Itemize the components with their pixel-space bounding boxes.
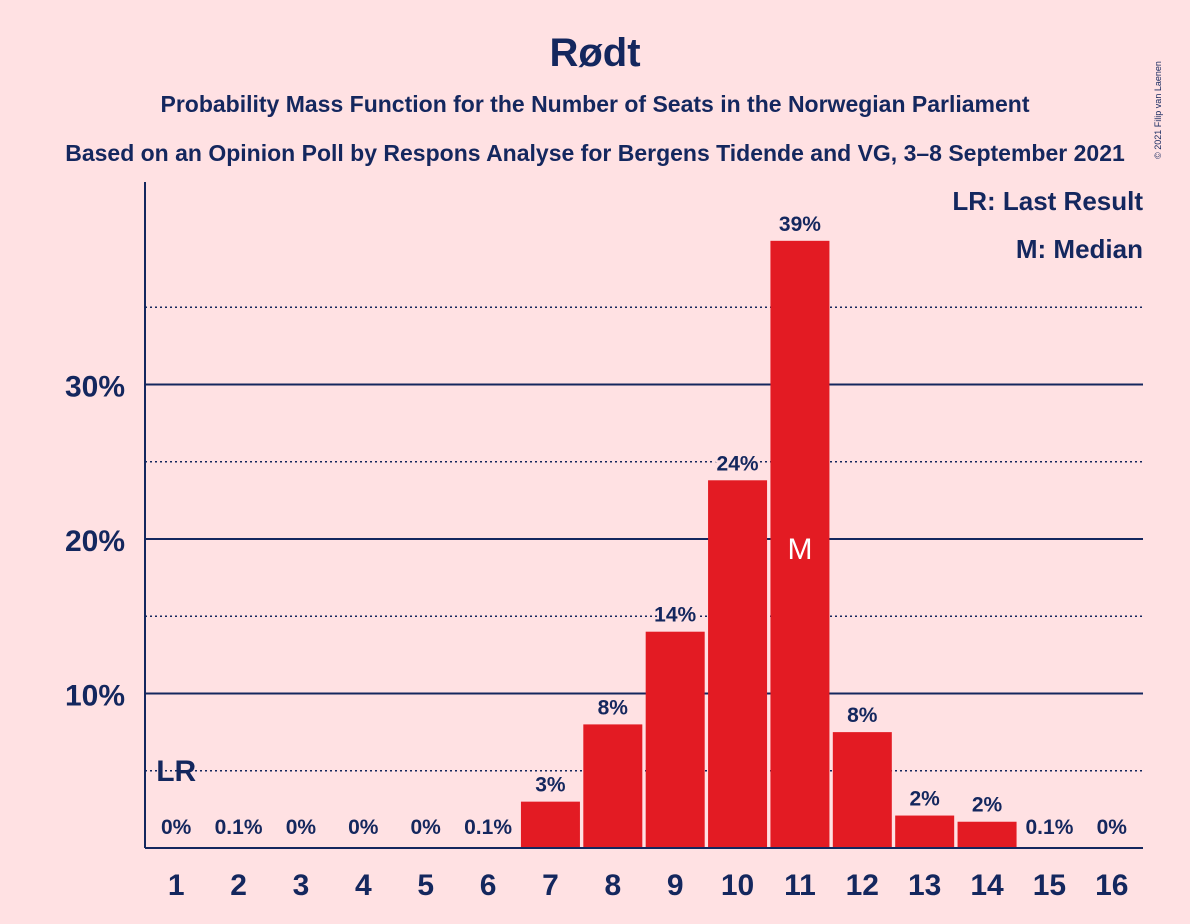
labels: 0%10.1%20%30%40%50.1%63%78%814%924%1039%… bbox=[65, 211, 1129, 902]
data-label-16: 0% bbox=[1097, 816, 1128, 839]
x-tick-13: 13 bbox=[908, 869, 941, 902]
data-label-9: 14% bbox=[654, 604, 696, 627]
data-label-11: 39% bbox=[779, 213, 821, 236]
chart-title: Rødt bbox=[549, 31, 640, 75]
chart-subtitle: Probability Mass Function for the Number… bbox=[160, 91, 1029, 117]
x-tick-7: 7 bbox=[542, 869, 559, 902]
bar-11 bbox=[770, 240, 830, 848]
bar-8 bbox=[583, 724, 643, 848]
data-label-13: 2% bbox=[910, 788, 941, 811]
copyright-text: © 2021 Filip van Laenen bbox=[1153, 61, 1163, 159]
bar-13 bbox=[895, 815, 955, 848]
data-label-14: 2% bbox=[972, 794, 1003, 817]
x-tick-6: 6 bbox=[480, 869, 497, 902]
data-label-5: 0% bbox=[411, 816, 442, 839]
median-marker: M bbox=[787, 533, 812, 566]
data-label-8: 8% bbox=[598, 696, 629, 719]
legend-last-result: LR: Last Result bbox=[952, 186, 1143, 216]
bar-9 bbox=[645, 631, 705, 848]
x-tick-3: 3 bbox=[293, 869, 310, 902]
x-tick-11: 11 bbox=[784, 869, 816, 902]
x-tick-14: 14 bbox=[970, 869, 1004, 902]
axes bbox=[144, 182, 1143, 849]
data-label-6: 0.1% bbox=[464, 816, 512, 839]
y-tick-20: 20% bbox=[65, 525, 125, 558]
bar-12 bbox=[832, 732, 892, 848]
x-tick-12: 12 bbox=[846, 869, 879, 902]
x-tick-15: 15 bbox=[1033, 869, 1066, 902]
y-tick-10: 10% bbox=[65, 680, 125, 713]
x-tick-16: 16 bbox=[1095, 869, 1128, 902]
data-label-15: 0.1% bbox=[1026, 816, 1074, 839]
x-tick-2: 2 bbox=[230, 869, 247, 902]
y-tick-30: 30% bbox=[65, 371, 125, 404]
bar-10 bbox=[708, 480, 768, 848]
data-label-3: 0% bbox=[286, 816, 317, 839]
gridlines bbox=[145, 306, 1143, 772]
bar-7 bbox=[520, 801, 580, 848]
data-label-10: 24% bbox=[717, 452, 759, 475]
bars bbox=[520, 240, 1017, 848]
data-label-2: 0.1% bbox=[215, 816, 263, 839]
chart-subtitle-source: Based on an Opinion Poll by Respons Anal… bbox=[65, 140, 1125, 166]
x-tick-1: 1 bbox=[168, 869, 185, 902]
data-label-4: 0% bbox=[348, 816, 379, 839]
x-tick-8: 8 bbox=[604, 869, 621, 902]
x-tick-4: 4 bbox=[355, 869, 372, 902]
data-label-7: 3% bbox=[535, 774, 566, 797]
x-tick-10: 10 bbox=[721, 869, 754, 902]
x-tick-9: 9 bbox=[667, 869, 684, 902]
bar-14 bbox=[957, 821, 1017, 848]
last-result-marker: LR bbox=[156, 755, 196, 788]
x-tick-5: 5 bbox=[417, 869, 434, 902]
data-label-1: 0% bbox=[161, 816, 192, 839]
legend-median: M: Median bbox=[1016, 234, 1143, 264]
data-label-12: 8% bbox=[847, 704, 878, 727]
